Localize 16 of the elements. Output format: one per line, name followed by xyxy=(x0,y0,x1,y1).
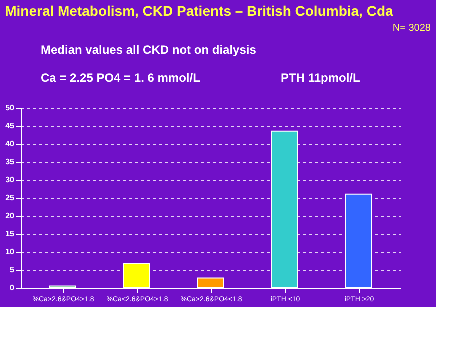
y-tick-label: 40 xyxy=(6,140,16,148)
y-tick-label: 10 xyxy=(6,248,16,256)
chart-title: Mineral Metabolism, CKD Patients – British Columbia, Cda xyxy=(5,3,394,19)
y-tick-label: 20 xyxy=(6,212,16,220)
text: PTH 11pmol/L xyxy=(281,71,360,85)
y-tick-label: 25 xyxy=(6,194,16,202)
y-tick-label: 35 xyxy=(6,158,16,166)
y-tick-label: 45 xyxy=(6,122,16,130)
y-tick-label: 5 xyxy=(10,266,16,274)
y-tick-label: 50 xyxy=(6,104,16,112)
text: N= 3028 xyxy=(392,23,432,34)
y-tick-label: 0 xyxy=(10,284,16,292)
text: Ca = 2.25 PO4 = 1. 6 mmol/L xyxy=(41,71,200,85)
text: Median values all CKD not on dialysis xyxy=(41,43,257,57)
y-tick-label: 30 xyxy=(6,176,16,184)
y-tick-label: 15 xyxy=(6,230,16,238)
